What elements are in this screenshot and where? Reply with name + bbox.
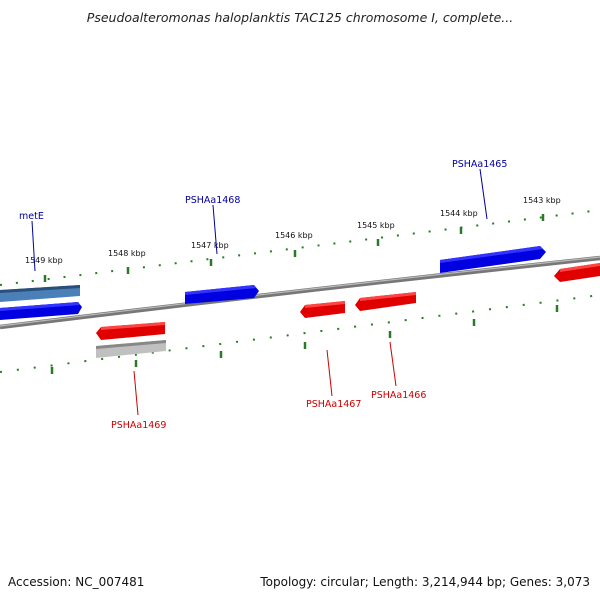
leader-metE (31, 220, 36, 272)
chromosome-backbone (0, 255, 600, 330)
genome-summary-text: Topology: circular; Length: 3,214,944 bp… (260, 575, 590, 589)
leader-pshaa1469 (133, 370, 139, 416)
scale-label-1544: 1544 kbp (440, 209, 478, 218)
inner-major-ticks (50, 305, 559, 374)
leader-pshaa1465 (479, 168, 488, 220)
gene-pshaa1466[interactable] (355, 292, 416, 311)
outer-major-ticks (43, 214, 545, 282)
gene-pshaa1468[interactable] (185, 285, 259, 304)
gene-label-pshaa1468[interactable]: PSHAa1468 (185, 195, 240, 206)
gene-pshaa1465[interactable] (440, 246, 546, 273)
gene-label-pshaa1466[interactable]: PSHAa1466 (371, 390, 426, 401)
scale-label-1543: 1543 kbp (523, 196, 561, 205)
gene-label-pshaa1467[interactable]: PSHAa1467 (306, 399, 361, 410)
leader-pshaa1466 (389, 341, 397, 387)
gene-pshaa1469[interactable] (96, 322, 165, 340)
gene-grey-pseudogene[interactable] (96, 340, 166, 358)
inner-tick-ring (0, 294, 600, 373)
gene-blue-left[interactable] (0, 302, 82, 320)
gene-pshaa1467[interactable] (300, 301, 345, 318)
scale-label-1547: 1547 kbp (191, 241, 229, 250)
gene-label-metE[interactable]: metE (19, 211, 44, 222)
gene-red-right-edge[interactable] (554, 263, 600, 282)
gene-metE-lightblue[interactable] (0, 285, 80, 302)
scale-label-1546: 1546 kbp (275, 231, 313, 240)
leader-pshaa1468 (212, 204, 218, 255)
scale-label-1549: 1549 kbp (25, 256, 63, 265)
gene-label-pshaa1469[interactable]: PSHAa1469 (111, 420, 166, 431)
accession-text: Accession: NC_007481 (8, 575, 145, 589)
scale-label-1548: 1548 kbp (108, 249, 146, 258)
leader-pshaa1467 (326, 349, 333, 397)
outer-tick-ring (0, 209, 600, 286)
gene-label-pshaa1465[interactable]: PSHAa1465 (452, 159, 507, 170)
map-title: Pseudoalteromonas haloplanktis TAC125 ch… (86, 10, 514, 25)
scale-label-1545: 1545 kbp (357, 221, 395, 230)
